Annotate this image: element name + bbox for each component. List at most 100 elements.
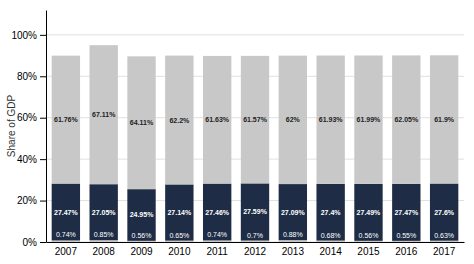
x-tick-label: 2009: [130, 246, 153, 257]
bar-segment: [430, 184, 458, 241]
y-tick: 80%: [17, 71, 46, 82]
bar-segment: [354, 241, 382, 242]
bar-segment: [316, 184, 344, 241]
grid: [46, 35, 464, 242]
bar-segment: [279, 56, 307, 184]
data-label: 0.7%: [247, 232, 263, 239]
y-tick: 20%: [17, 195, 46, 206]
bars: [52, 45, 459, 242]
x-tick-label: 2010: [168, 246, 191, 257]
data-label: 27.4%: [321, 209, 342, 216]
data-label: 61.57%: [243, 116, 268, 123]
x-tick-label: 2011: [206, 246, 228, 257]
x-tick: 2017: [433, 246, 456, 257]
bar-segment: [430, 241, 458, 242]
data-label: 0.74%: [56, 231, 76, 238]
data-label: 27.59%: [243, 208, 268, 215]
data-label: 62%: [286, 116, 301, 123]
data-label: 0.88%: [283, 231, 303, 238]
bar-segment: [52, 240, 80, 242]
bar-segment: [316, 56, 344, 184]
data-label: 27.47%: [54, 209, 79, 216]
grid-line: [46, 34, 464, 35]
bar-segment: [165, 56, 193, 185]
y-axis-line: [46, 11, 47, 243]
y-tick-label: 100%: [11, 30, 37, 41]
bar-segment: [127, 56, 155, 189]
data-label: 27.46%: [205, 209, 230, 216]
y-tick: 60%: [17, 112, 46, 123]
bar-segment: [430, 55, 458, 183]
y-tick-mark: [40, 118, 46, 119]
series: [52, 45, 459, 189]
x-tick: 2007: [55, 246, 78, 257]
bar-segment: [127, 189, 155, 241]
x-tick: 2015: [357, 246, 380, 257]
y-tick-mark: [40, 201, 46, 202]
x-tick-label: 2012: [244, 246, 267, 257]
bar-segment: [241, 56, 269, 184]
data-label: 0.65%: [169, 232, 189, 239]
data-label: 24.95%: [130, 211, 155, 218]
bar-segment: [203, 184, 231, 241]
bar-segment: [279, 184, 307, 240]
x-tick-label: 2017: [433, 246, 456, 257]
bar-segment: [354, 184, 382, 241]
series: [52, 183, 459, 240]
x-tick: 2008: [93, 246, 116, 257]
data-label: 27.49%: [357, 209, 382, 216]
data-label: 0.74%: [207, 231, 227, 238]
data-label: 0.56%: [359, 232, 379, 239]
x-tick-label: 2007: [55, 246, 78, 257]
x-tick: 2014: [320, 246, 343, 257]
y-tick-mark: [40, 35, 46, 36]
y-tick-label: 0%: [23, 237, 38, 248]
y-axis-title: Share of GDP: [6, 95, 17, 158]
data-label: 64.11%: [130, 119, 154, 126]
chart: 2007 2008 2009 2010 2011 2012 2013 2014 2015 2016…: [0, 0, 474, 264]
data-label: 27.6%: [434, 209, 455, 216]
x-axis: 2007 2008 2009 2010 2011 2012 2013 2014 2015 2016…: [47, 243, 465, 258]
y-tick-mark: [40, 159, 46, 160]
data-label: 61.93%: [319, 116, 344, 123]
x-tick: 2012: [244, 246, 267, 257]
y-tick-mark: [40, 242, 46, 243]
x-tick-label: 2016: [395, 246, 418, 257]
bar-segment: [241, 241, 269, 242]
x-tick: 2010: [168, 246, 191, 257]
bar-segment: [392, 184, 420, 241]
bar-segment: [279, 240, 307, 242]
data-label: 61.9%: [434, 116, 455, 123]
x-tick: 2013: [282, 246, 305, 257]
y-tick-label: 60%: [17, 112, 37, 123]
x-tick-label: 2014: [320, 246, 343, 257]
bar-segment: [90, 240, 118, 242]
x-tick-label: 2015: [357, 246, 380, 257]
x-tick: 2016: [395, 246, 418, 257]
x-axis-line: [47, 242, 465, 243]
y-axis: 0% 20% 40% 60% 80% 100%: [11, 11, 46, 248]
bar-segment: [165, 241, 193, 242]
bar-segment: [203, 56, 231, 184]
data-labels: 0.74%0.85%0.56%0.65%0.74%0.7%0.88%0.68%0…: [54, 111, 455, 239]
bar-segment: [127, 241, 155, 242]
y-tick-label: 80%: [17, 71, 37, 82]
data-label: 62.05%: [394, 116, 419, 123]
data-label: 61.99%: [357, 116, 382, 123]
data-label: 27.47%: [394, 209, 419, 216]
x-tick-label: 2008: [93, 246, 116, 257]
x-tick: 2009: [130, 246, 153, 257]
bar-segment: [52, 56, 80, 184]
bar-segment: [52, 184, 80, 241]
y-tick: 0%: [23, 237, 46, 248]
x-tick-label: 2013: [282, 246, 305, 257]
bar-segment: [90, 45, 118, 184]
y-tick-mark: [40, 76, 46, 77]
data-label: 0.68%: [321, 232, 341, 239]
data-label: 27.09%: [281, 209, 306, 216]
y-tick-label: 40%: [17, 154, 37, 165]
data-label: 62.2%: [169, 117, 190, 124]
y-tick: 40%: [17, 154, 46, 165]
bar-segment: [203, 240, 231, 242]
data-label: 0.56%: [132, 232, 152, 239]
